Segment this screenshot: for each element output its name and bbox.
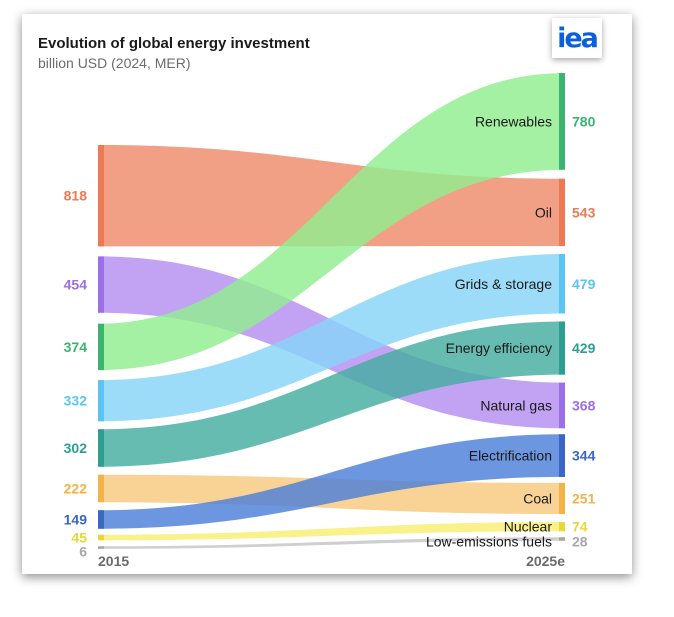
label-renewables: Renewables [475, 113, 552, 129]
node-2025e-nuclear [559, 522, 565, 532]
node-2025e-natural-gas [559, 382, 565, 429]
iea-logo: iea [552, 18, 602, 58]
label-grids-and-storage: Grids & storage [455, 276, 552, 292]
value-2015-energy-efficiency: 302 [64, 440, 88, 456]
iea-logo-text: iea [557, 22, 599, 54]
node-2025e-coal [559, 482, 565, 515]
value-2025e-energy-efficiency: 429 [572, 340, 596, 356]
value-2015-nuclear: 45 [71, 530, 87, 546]
value-2015-low-emissions-fuels: 6 [79, 544, 87, 560]
value-2015-oil: 818 [64, 188, 88, 204]
label-electrification: Electrification [469, 448, 552, 464]
value-2025e-nuclear: 74 [572, 519, 588, 535]
label-oil: Oil [535, 204, 552, 220]
value-2015-coal: 222 [64, 480, 88, 496]
label-low-emissions-fuels: Low-emissions fuels [426, 534, 552, 550]
value-2015-grids-and-storage: 332 [64, 393, 88, 409]
flow-energy-efficiency [98, 321, 565, 467]
node-2015-coal [98, 474, 104, 503]
label-energy-efficiency: Energy efficiency [446, 340, 552, 356]
flow-grids-and-storage [98, 254, 565, 422]
node-2015-renewables [98, 323, 104, 371]
node-2025e-renewables [559, 73, 565, 170]
value-2025e-renewables: 780 [572, 113, 596, 129]
node-2025e-energy-efficiency [559, 321, 565, 375]
chart-subtitle: billion USD (2024, MER) [38, 55, 191, 71]
node-2025e-grids-and-storage [559, 254, 565, 314]
node-2015-energy-efficiency [98, 429, 104, 467]
value-2025e-natural-gas: 368 [572, 397, 596, 413]
node-2015-grids-and-storage [98, 380, 104, 422]
value-2015-renewables: 374 [64, 339, 88, 355]
value-2015-natural-gas: 454 [64, 277, 88, 293]
value-2025e-low-emissions-fuels: 28 [572, 534, 588, 550]
node-2025e-oil [559, 178, 565, 247]
value-2025e-grids-and-storage: 479 [572, 276, 596, 292]
flow-renewables [98, 73, 565, 371]
node-2015-low-emissions-fuels [98, 546, 104, 549]
flow-electrification [98, 434, 565, 529]
x-label-2025e: 2025e [526, 553, 565, 569]
node-2025e-electrification [559, 434, 565, 477]
node-2015-electrification [98, 510, 104, 529]
node-2015-nuclear [98, 534, 104, 541]
label-nuclear: Nuclear [504, 519, 553, 535]
label-coal: Coal [523, 490, 552, 506]
x-label-2015: 2015 [98, 553, 129, 569]
chart-title: Evolution of global energy investment [38, 35, 310, 52]
value-2025e-electrification: 344 [572, 448, 596, 464]
node-2015-natural-gas [98, 256, 104, 313]
flow-low-emissions-fuels [98, 537, 565, 549]
flow-oil [98, 145, 565, 247]
value-2015-electrification: 149 [64, 511, 88, 527]
node-2015-oil [98, 145, 104, 247]
label-natural-gas: Natural gas [480, 397, 552, 413]
node-2025e-low-emissions-fuels [559, 537, 565, 541]
value-2025e-coal: 251 [572, 490, 596, 506]
flow-nuclear [98, 522, 565, 541]
value-2025e-oil: 543 [572, 204, 596, 220]
